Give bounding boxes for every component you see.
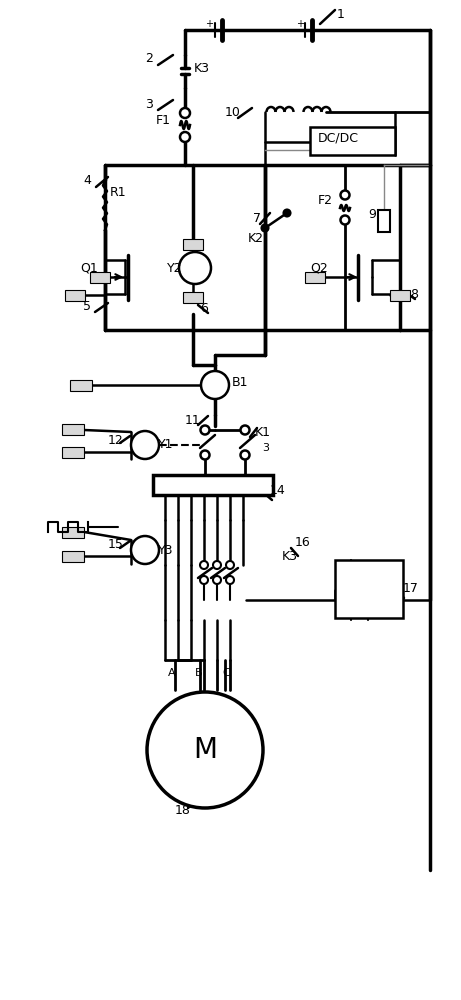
- Text: 4: 4: [83, 174, 91, 186]
- Circle shape: [261, 225, 268, 232]
- Circle shape: [200, 576, 208, 584]
- Text: 12: 12: [108, 434, 124, 446]
- Bar: [62, 447, 84, 458]
- Text: 7: 7: [253, 212, 261, 225]
- Circle shape: [341, 190, 349, 200]
- Text: +: +: [205, 19, 213, 29]
- Text: 3: 3: [262, 443, 269, 453]
- Bar: [65, 290, 85, 301]
- Text: R1: R1: [110, 186, 127, 198]
- Circle shape: [147, 692, 263, 808]
- Bar: [70, 380, 92, 391]
- Bar: [90, 272, 110, 283]
- Text: K1: K1: [255, 426, 271, 440]
- Text: Q2: Q2: [310, 261, 328, 274]
- Text: 16: 16: [295, 536, 311, 550]
- Bar: [183, 239, 203, 250]
- Circle shape: [213, 576, 221, 584]
- Text: 2: 2: [145, 51, 153, 64]
- Bar: [378, 210, 390, 232]
- Text: 10: 10: [225, 105, 241, 118]
- Text: 8: 8: [410, 288, 418, 302]
- Text: 14: 14: [270, 484, 286, 496]
- Circle shape: [180, 132, 190, 142]
- Text: B: B: [195, 668, 203, 678]
- Text: K3: K3: [282, 550, 298, 564]
- Bar: [335, 560, 403, 618]
- Bar: [62, 551, 84, 562]
- Text: 17: 17: [403, 582, 419, 594]
- Bar: [62, 424, 84, 435]
- Text: +: +: [296, 19, 304, 29]
- Circle shape: [284, 210, 290, 217]
- Circle shape: [226, 561, 234, 569]
- Text: Y2: Y2: [166, 261, 182, 274]
- Text: 1: 1: [337, 8, 345, 21]
- Text: 18: 18: [175, 804, 191, 816]
- Text: Y3: Y3: [158, 544, 173, 556]
- Text: 6: 6: [200, 302, 208, 314]
- Text: C: C: [222, 668, 230, 678]
- Text: F2: F2: [318, 194, 333, 207]
- Circle shape: [241, 450, 249, 460]
- Text: 15: 15: [108, 538, 124, 552]
- Circle shape: [226, 576, 234, 584]
- Circle shape: [341, 216, 349, 225]
- Text: 3: 3: [145, 99, 153, 111]
- Circle shape: [200, 561, 208, 569]
- Bar: [153, 475, 273, 495]
- Circle shape: [201, 426, 209, 434]
- Text: 5: 5: [83, 300, 91, 314]
- Circle shape: [201, 371, 229, 399]
- Circle shape: [179, 252, 211, 284]
- Circle shape: [201, 450, 209, 460]
- Bar: [390, 290, 410, 301]
- Circle shape: [213, 561, 221, 569]
- Text: K3: K3: [194, 62, 210, 75]
- Circle shape: [131, 536, 159, 564]
- Text: K2: K2: [248, 232, 264, 244]
- Text: B1: B1: [232, 376, 248, 389]
- Circle shape: [131, 431, 159, 459]
- Text: 11: 11: [185, 414, 201, 426]
- Text: DC/DC: DC/DC: [318, 131, 359, 144]
- Circle shape: [180, 108, 190, 118]
- Bar: [62, 527, 84, 538]
- Text: M: M: [193, 736, 217, 764]
- Text: A: A: [168, 668, 176, 678]
- Text: Q1: Q1: [80, 261, 98, 274]
- Circle shape: [241, 426, 249, 434]
- Text: F1: F1: [156, 113, 171, 126]
- Text: Y1: Y1: [158, 438, 173, 452]
- Bar: [310, 127, 395, 155]
- Bar: [183, 292, 203, 303]
- Text: 9: 9: [368, 209, 376, 222]
- Bar: [305, 272, 325, 283]
